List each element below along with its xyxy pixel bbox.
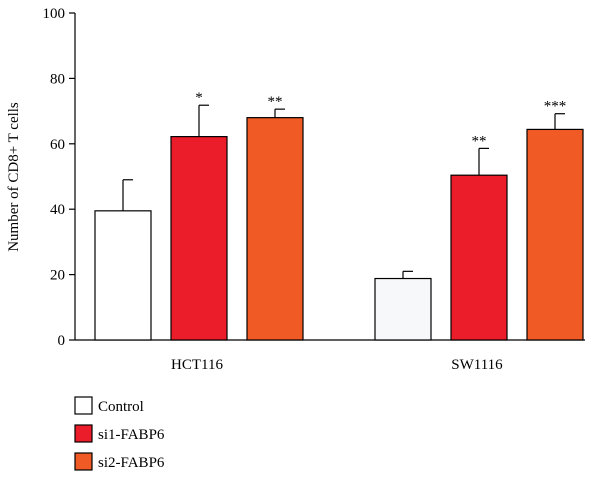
bar-si1-fabp6-hct116 — [170, 136, 228, 341]
legend: Control si1-FABP6 si2-FABP6 — [74, 396, 165, 471]
y-axis-ticks: 0 20 40 60 80 100 — [43, 6, 75, 349]
bar-control-hct116 — [94, 210, 152, 341]
bar-si2-fabp6-hct116 — [246, 117, 304, 341]
y-tick-label: 20 — [50, 268, 65, 284]
significance-label: * — [195, 90, 203, 106]
x-category-label: HCT116 — [171, 357, 223, 373]
x-category-label: SW1116 — [451, 357, 503, 373]
y-tick-label: 40 — [50, 202, 65, 218]
bar-groups: * ******* — [94, 90, 584, 341]
y-axis-title: Number of CD8+ T cells — [6, 102, 22, 252]
significance-label: ** — [268, 94, 283, 110]
legend-swatch — [74, 452, 93, 471]
bar-si2-fabp6-sw1116 — [526, 128, 584, 341]
significance-label: ** — [472, 133, 487, 149]
y-tick-label: 80 — [50, 71, 65, 87]
legend-label: si2-FABP6 — [98, 455, 165, 471]
y-tick-label: 0 — [58, 333, 66, 349]
bar-control-sw1116 — [374, 277, 432, 341]
legend-label: Control — [98, 399, 144, 415]
legend-label: si1-FABP6 — [98, 427, 165, 443]
bar-si1-fabp6-sw1116 — [450, 174, 508, 341]
significance-label: *** — [544, 99, 567, 115]
y-tick-label: 60 — [50, 137, 65, 153]
x-axis-category-labels: HCT116 SW1116 — [171, 357, 503, 373]
legend-swatch — [74, 424, 93, 443]
y-tick-label: 100 — [43, 6, 66, 22]
legend-swatch — [74, 396, 93, 415]
